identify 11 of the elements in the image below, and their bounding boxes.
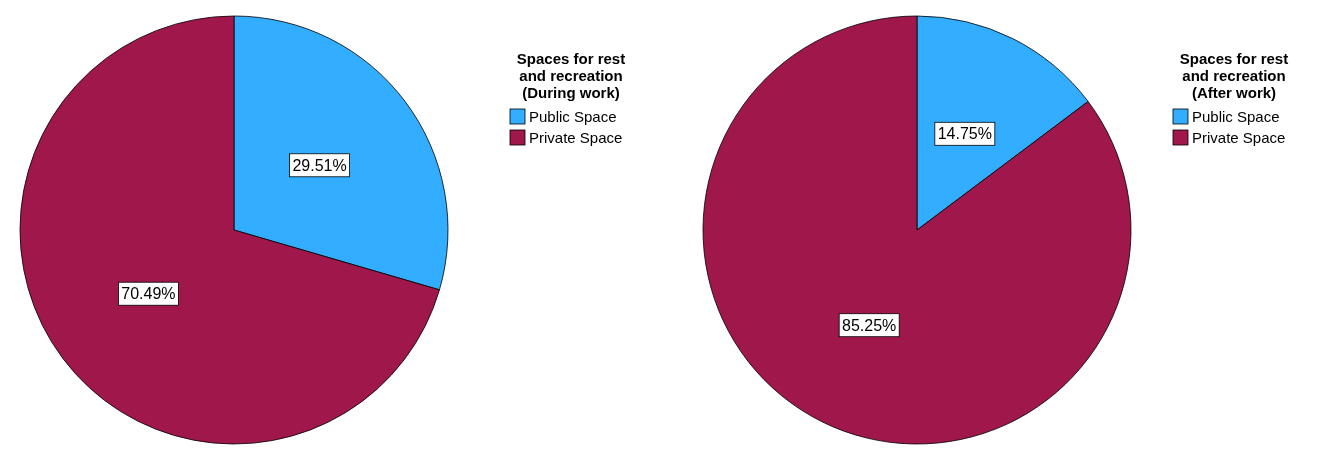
data-label: 29.51%: [292, 156, 347, 174]
data-label: 70.49%: [121, 285, 176, 303]
legend-label: Public Space: [529, 108, 617, 125]
legend-label: Private Space: [529, 129, 623, 146]
data-label: 85.25%: [842, 316, 897, 334]
data-label: 14.75%: [937, 125, 992, 143]
legend-label: Public Space: [1192, 108, 1280, 125]
legend-label: Private Space: [1192, 129, 1286, 146]
pie-slice: [702, 15, 1132, 445]
legend-title: Spaces for rest and recreation (During work): [516, 50, 626, 101]
legend-title: Spaces for rest and recreation (After work): [1179, 50, 1289, 101]
